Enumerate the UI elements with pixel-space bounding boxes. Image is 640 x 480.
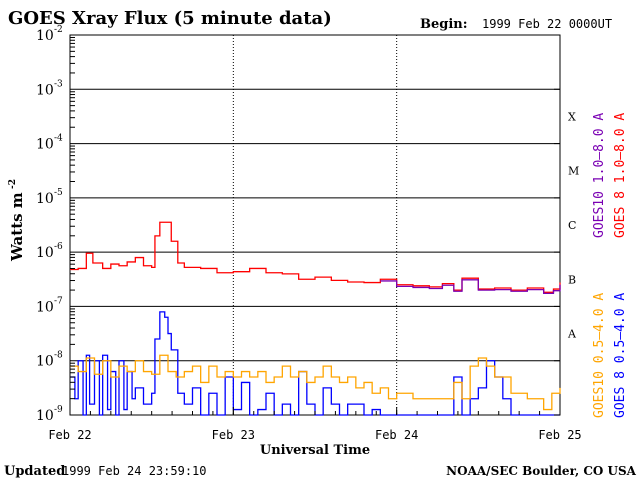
- flare-class-label: C: [568, 219, 576, 232]
- y-tick-base: 10: [36, 354, 54, 370]
- legend-goes10-short: GOES10 0.5–4.0 A: [592, 293, 607, 418]
- updated-value: 1999 Feb 24 23:59:10: [62, 464, 207, 478]
- series-layer: [70, 221, 561, 416]
- series-line: [70, 311, 560, 416]
- y-tick-label: 10 -9: [36, 405, 63, 424]
- begin-value: 1999 Feb 22 0000UT: [482, 17, 612, 31]
- y-tick-exponent: -6: [54, 242, 63, 252]
- flare-class-label: M: [568, 165, 579, 178]
- flare-class-label: B: [568, 273, 576, 286]
- x-tick-label: Feb 23: [212, 428, 255, 442]
- y-tick-label: 10 -8: [36, 351, 63, 370]
- legend-goes8-short: GOES 8 0.5–4.0 A: [613, 293, 628, 418]
- x-tick-label: Feb 24: [375, 428, 418, 442]
- y-tick-label: 10 -7: [36, 296, 63, 315]
- flare-class-label: A: [567, 328, 577, 341]
- legend-outer: GOES 8 1.0–8.0 A GOES 8 0.5–4.0 A: [613, 113, 628, 418]
- begin-label: Begin:: [420, 17, 468, 32]
- y-tick-base: 10: [36, 137, 54, 153]
- y-axis-label: Watts m -2: [8, 179, 26, 262]
- y-tick-exponent: -3: [54, 79, 63, 89]
- series-line: [380, 279, 561, 295]
- updated-word: Updated: [4, 464, 65, 479]
- flare-class-label: X: [568, 110, 576, 123]
- y-tick-label: 10 -4: [36, 134, 63, 153]
- chart-title: GOES Xray Flux (5 minute data): [8, 8, 332, 29]
- y-tick-base: 10: [36, 299, 54, 315]
- x-axis-label: Universal Time: [260, 443, 370, 458]
- series-line: [70, 221, 561, 293]
- y-tick-exponent: -7: [54, 296, 63, 306]
- legend-goes10-long: GOES10 1.0–8.0 A: [592, 113, 607, 238]
- y-tick-base: 10: [36, 82, 54, 98]
- x-tick-label: Feb 25: [538, 428, 581, 442]
- y-axis-label-sup: -2: [8, 179, 18, 189]
- y-tick-base: 10: [36, 191, 54, 207]
- y-tick-exponent: -5: [54, 188, 63, 198]
- y-tick-exponent: -4: [54, 134, 63, 144]
- y-tick-label: 10 -3: [36, 79, 63, 98]
- x-tick-label: Feb 22: [48, 428, 91, 442]
- series-line: [70, 354, 561, 411]
- legend-inner: GOES10 1.0–8.0 A GOES10 0.5–4.0 A: [592, 113, 607, 418]
- y-tick-exponent: -8: [54, 351, 63, 361]
- y-tick-exponent: -9: [54, 405, 63, 415]
- y-tick-exponent: -2: [54, 25, 63, 35]
- y-tick-label: 10 -6: [36, 242, 63, 261]
- credit-text: NOAA/SEC Boulder, CO USA: [446, 464, 637, 478]
- legend-goes8-long: GOES 8 1.0–8.0 A: [613, 113, 628, 238]
- y-tick-label: 10 -5: [36, 188, 63, 207]
- y-tick-base: 10: [36, 408, 54, 424]
- y-tick-base: 10: [36, 28, 54, 44]
- y-tick-label: 10 -2: [36, 25, 63, 44]
- y-tick-base: 10: [36, 245, 54, 261]
- y-axis-label-text: Watts m: [8, 192, 26, 262]
